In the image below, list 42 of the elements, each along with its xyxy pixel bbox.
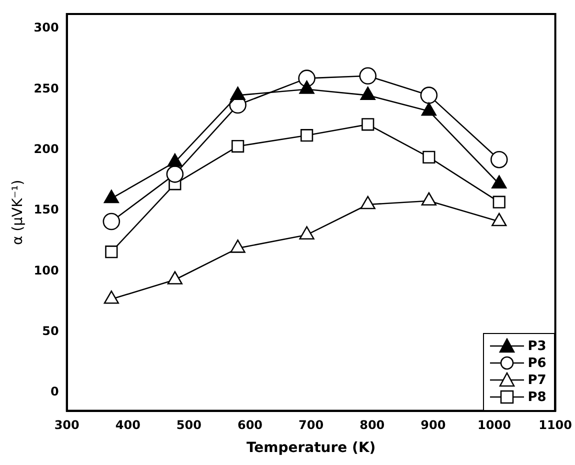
y-tick-label: 50	[42, 324, 59, 338]
y-tick-label: 250	[34, 81, 59, 96]
x-tick-label: 800	[360, 418, 385, 432]
point	[167, 153, 182, 167]
y-tick-label: 300	[34, 20, 59, 35]
x-tick-label: 500	[176, 418, 202, 432]
x-tick-label: 600	[237, 418, 263, 432]
point	[492, 175, 507, 189]
legend-label: P3	[528, 338, 546, 355]
y-axis-title: α (μVK⁻¹)	[10, 180, 26, 246]
point	[359, 67, 377, 85]
point	[362, 118, 374, 131]
x-tick-label: 1100	[538, 418, 572, 432]
x-tick-label: 900	[420, 418, 446, 432]
point	[360, 196, 376, 210]
y-tick-label: 200	[34, 142, 59, 156]
point	[300, 129, 314, 142]
legend-label: P7	[528, 372, 546, 389]
point	[104, 290, 119, 304]
y-tick-label: 100	[34, 263, 59, 278]
point	[490, 150, 508, 168]
x-axis-title: Temperature (K)	[246, 440, 376, 456]
point	[232, 140, 244, 153]
y-tick-label: 0	[50, 384, 59, 399]
x-tick-label: 400	[115, 418, 140, 432]
x-tick-label: 700	[298, 418, 324, 432]
point	[230, 240, 246, 253]
y-tick-label: 150	[34, 202, 59, 217]
x-tick-label: 1000	[478, 418, 511, 432]
point	[167, 271, 182, 284]
point	[102, 212, 120, 230]
point	[421, 192, 436, 206]
x-tick-label: 300	[54, 418, 80, 432]
point	[299, 226, 314, 240]
point	[104, 190, 119, 204]
point	[422, 150, 436, 164]
legend-label: P6	[528, 354, 546, 372]
point	[492, 212, 507, 226]
point	[492, 196, 506, 208]
point	[420, 86, 438, 104]
point	[166, 166, 184, 183]
legend-label: P8	[528, 388, 546, 406]
